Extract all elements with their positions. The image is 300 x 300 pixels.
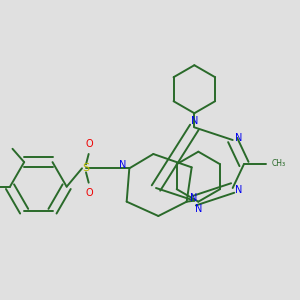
Text: O: O	[85, 139, 93, 149]
Text: N: N	[235, 133, 242, 143]
Text: N: N	[190, 116, 198, 125]
Text: S: S	[82, 163, 90, 173]
Text: O: O	[85, 188, 93, 198]
Text: N: N	[235, 185, 242, 195]
Text: N: N	[119, 160, 126, 170]
Text: CH₃: CH₃	[272, 160, 286, 169]
Text: N: N	[195, 204, 202, 214]
Text: N: N	[190, 193, 197, 203]
